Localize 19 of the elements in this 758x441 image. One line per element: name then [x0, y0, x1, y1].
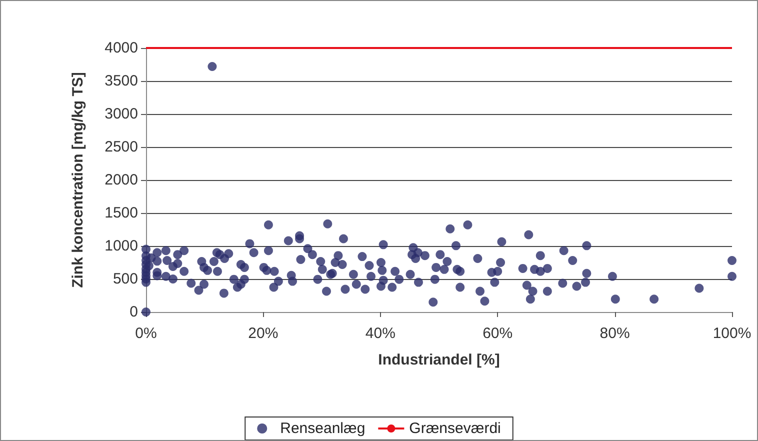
x-tick-label: 0%: [135, 325, 157, 342]
x-tick-label: 100%: [712, 325, 752, 342]
x-tick-label: 80%: [600, 325, 630, 342]
y-tick-label: 3000: [104, 106, 138, 122]
y-tick-label: 1500: [104, 204, 138, 222]
y-tick-label: 4000: [104, 40, 138, 56]
x-tick-label: 60%: [482, 325, 513, 342]
y-axis-title: Zink koncentration [mg/kg TS]: [70, 72, 86, 288]
y-tick-label: 500: [112, 270, 138, 288]
y-tick-label: 2000: [104, 172, 138, 188]
legend-label: Renseanlæg: [280, 420, 366, 437]
x-tick-label: 40%: [365, 325, 396, 342]
legend-label: Grænseværdi: [409, 420, 501, 437]
y-tick-label: 1000: [104, 238, 138, 254]
x-axis-title: Industriandel [%]: [378, 352, 500, 368]
y-tick-label: 0: [130, 304, 138, 320]
y-tick-label: 3500: [104, 72, 138, 90]
x-tick-label: 20%: [248, 325, 278, 342]
y-tick-label: 2500: [104, 138, 138, 156]
